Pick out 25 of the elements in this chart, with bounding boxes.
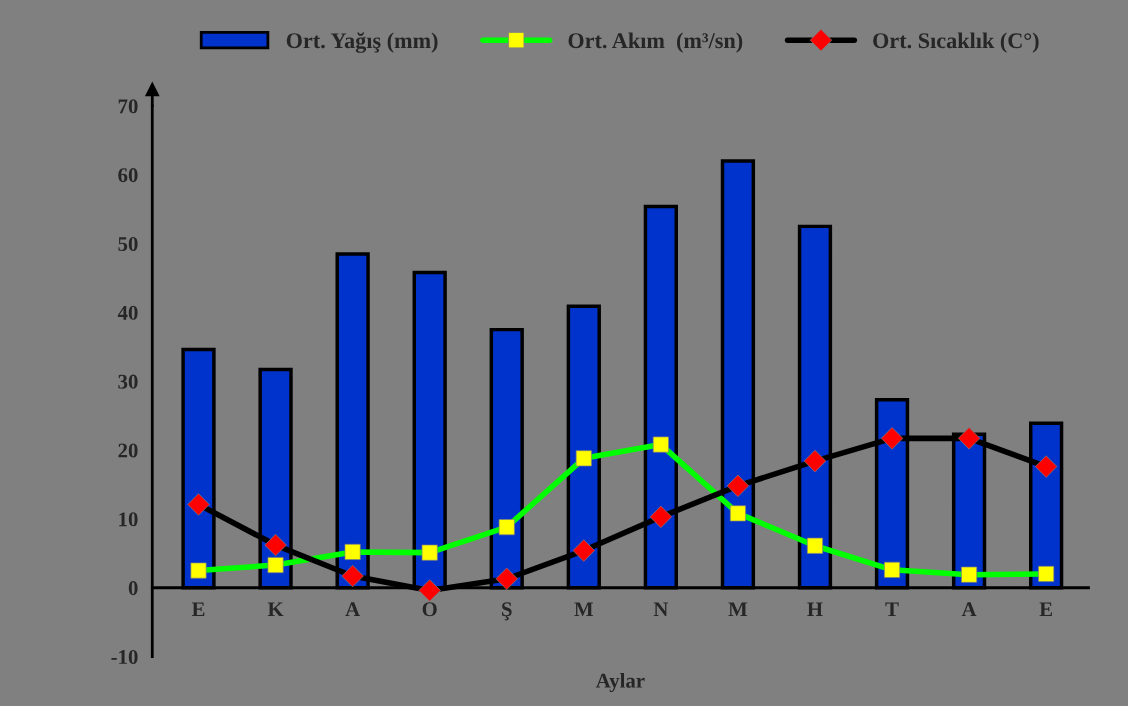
x-tick-label: H [807, 602, 823, 617]
x-tick-label: A [961, 602, 977, 617]
x-tick-label: K [267, 602, 284, 617]
x-tick-label: M [728, 602, 748, 617]
legend-label: Ort. Yağış (mm) [286, 32, 438, 53]
y-tick-label: 30 [118, 374, 138, 389]
y-tick-label: -10 [111, 649, 138, 665]
x-tick-label: E [191, 602, 205, 617]
x-tick-label: Ş [502, 602, 512, 621]
y-tick-label: 0 [128, 581, 138, 596]
y-tick-label: 70 [118, 99, 138, 114]
x-tick-label: E [1039, 602, 1053, 617]
y-tick-label: 40 [117, 305, 138, 320]
x-tick-label: O [422, 602, 437, 617]
y-tick-label: 20 [118, 443, 138, 458]
y-tick-label: 60 [118, 168, 138, 183]
x-tick-label: T [885, 602, 899, 617]
x-tick-label: N [653, 602, 669, 617]
x-tick-label: M [574, 602, 594, 617]
legend-label: Ort. Akım (m³/sn) [568, 32, 743, 53]
x-tick-label: A [345, 602, 360, 617]
y-tick-label: 50 [118, 236, 138, 251]
y-tick-label: 10 [119, 512, 138, 527]
legend-label: Ort. Sıcaklık (C°) [873, 32, 1039, 53]
x-axis-title: Aylar [595, 673, 645, 693]
